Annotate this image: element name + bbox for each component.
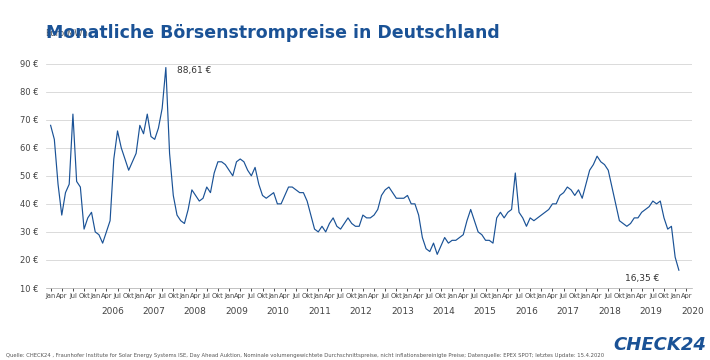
- Text: 16,35 €: 16,35 €: [626, 274, 660, 283]
- Text: 88,61 €: 88,61 €: [177, 66, 212, 75]
- Text: Quelle: CHECK24 , Fraunhofer Institute for Solar Energy Systems ISE, Day Ahead A: Quelle: CHECK24 , Fraunhofer Institute f…: [6, 353, 603, 358]
- Text: CHECK24: CHECK24: [613, 336, 706, 354]
- Text: Euro/MWh: Euro/MWh: [45, 28, 88, 37]
- Text: Monatliche Börsenstrompreise in Deutschland: Monatliche Börsenstrompreise in Deutschl…: [46, 24, 500, 42]
